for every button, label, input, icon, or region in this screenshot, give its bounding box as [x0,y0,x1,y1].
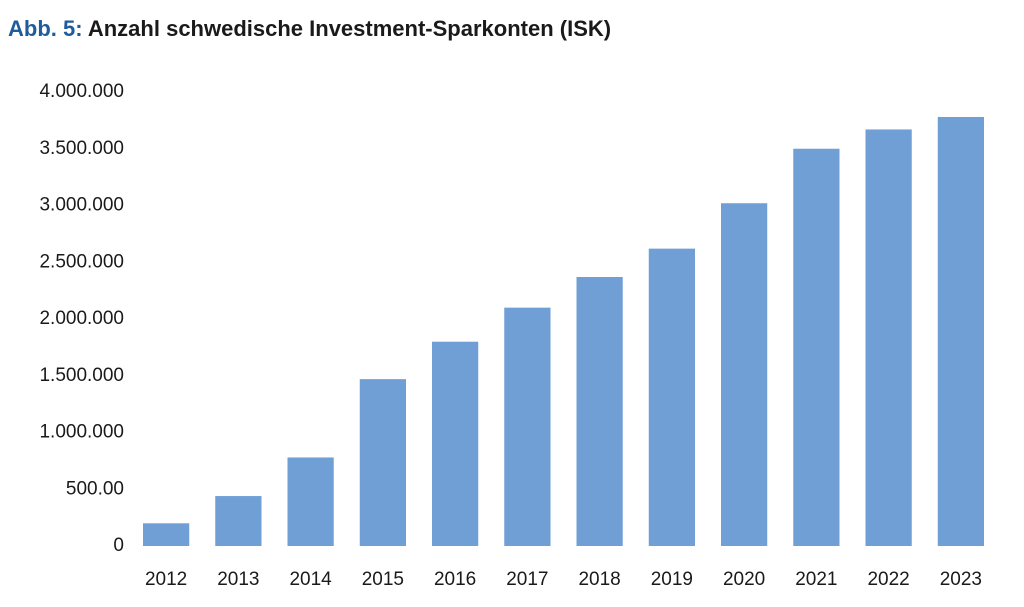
chart-title: Abb. 5: Anzahl schwedische Investment-Sp… [8,16,611,41]
bar [359,379,406,546]
y-tick-label: 3.500.000 [39,138,124,159]
y-tick-label: 500.00 [66,478,124,499]
y-tick-label: 1.500.000 [39,365,124,386]
bar [504,307,551,546]
x-tick-label: 2014 [289,569,332,590]
y-tick-label: 1.000.000 [39,422,124,443]
bar [937,116,984,546]
bar [793,148,840,546]
y-tick-label: 0 [113,535,124,556]
x-tick-label: 2015 [362,569,404,590]
x-tick-label: 2020 [723,569,765,590]
x-tick-label: 2019 [651,569,693,590]
x-tick-label: 2012 [145,569,187,590]
y-tick-label: 4.000.000 [39,81,124,102]
figure-label: Abb. 5: [8,16,83,41]
y-tick-label: 3.000.000 [39,195,124,216]
x-tick-label: 2021 [795,569,837,590]
x-tick-label: 2022 [867,569,909,590]
y-tick-label: 2.500.000 [39,251,124,272]
x-tick-label: 2016 [434,569,476,590]
bar [576,277,623,546]
title-text: Anzahl schwedische Investment-Sparkonten… [88,16,611,41]
x-tick-label: 2018 [578,569,620,590]
x-tick-label: 2023 [940,569,982,590]
bar [721,203,768,547]
bar [143,523,190,546]
y-tick-label: 2.000.000 [39,308,124,329]
bar [287,457,334,546]
bar [215,496,262,546]
bar [865,129,912,546]
x-tick-label: 2013 [217,569,259,590]
bar [648,248,695,546]
x-tick-label: 2017 [506,569,548,590]
bar [432,341,479,546]
